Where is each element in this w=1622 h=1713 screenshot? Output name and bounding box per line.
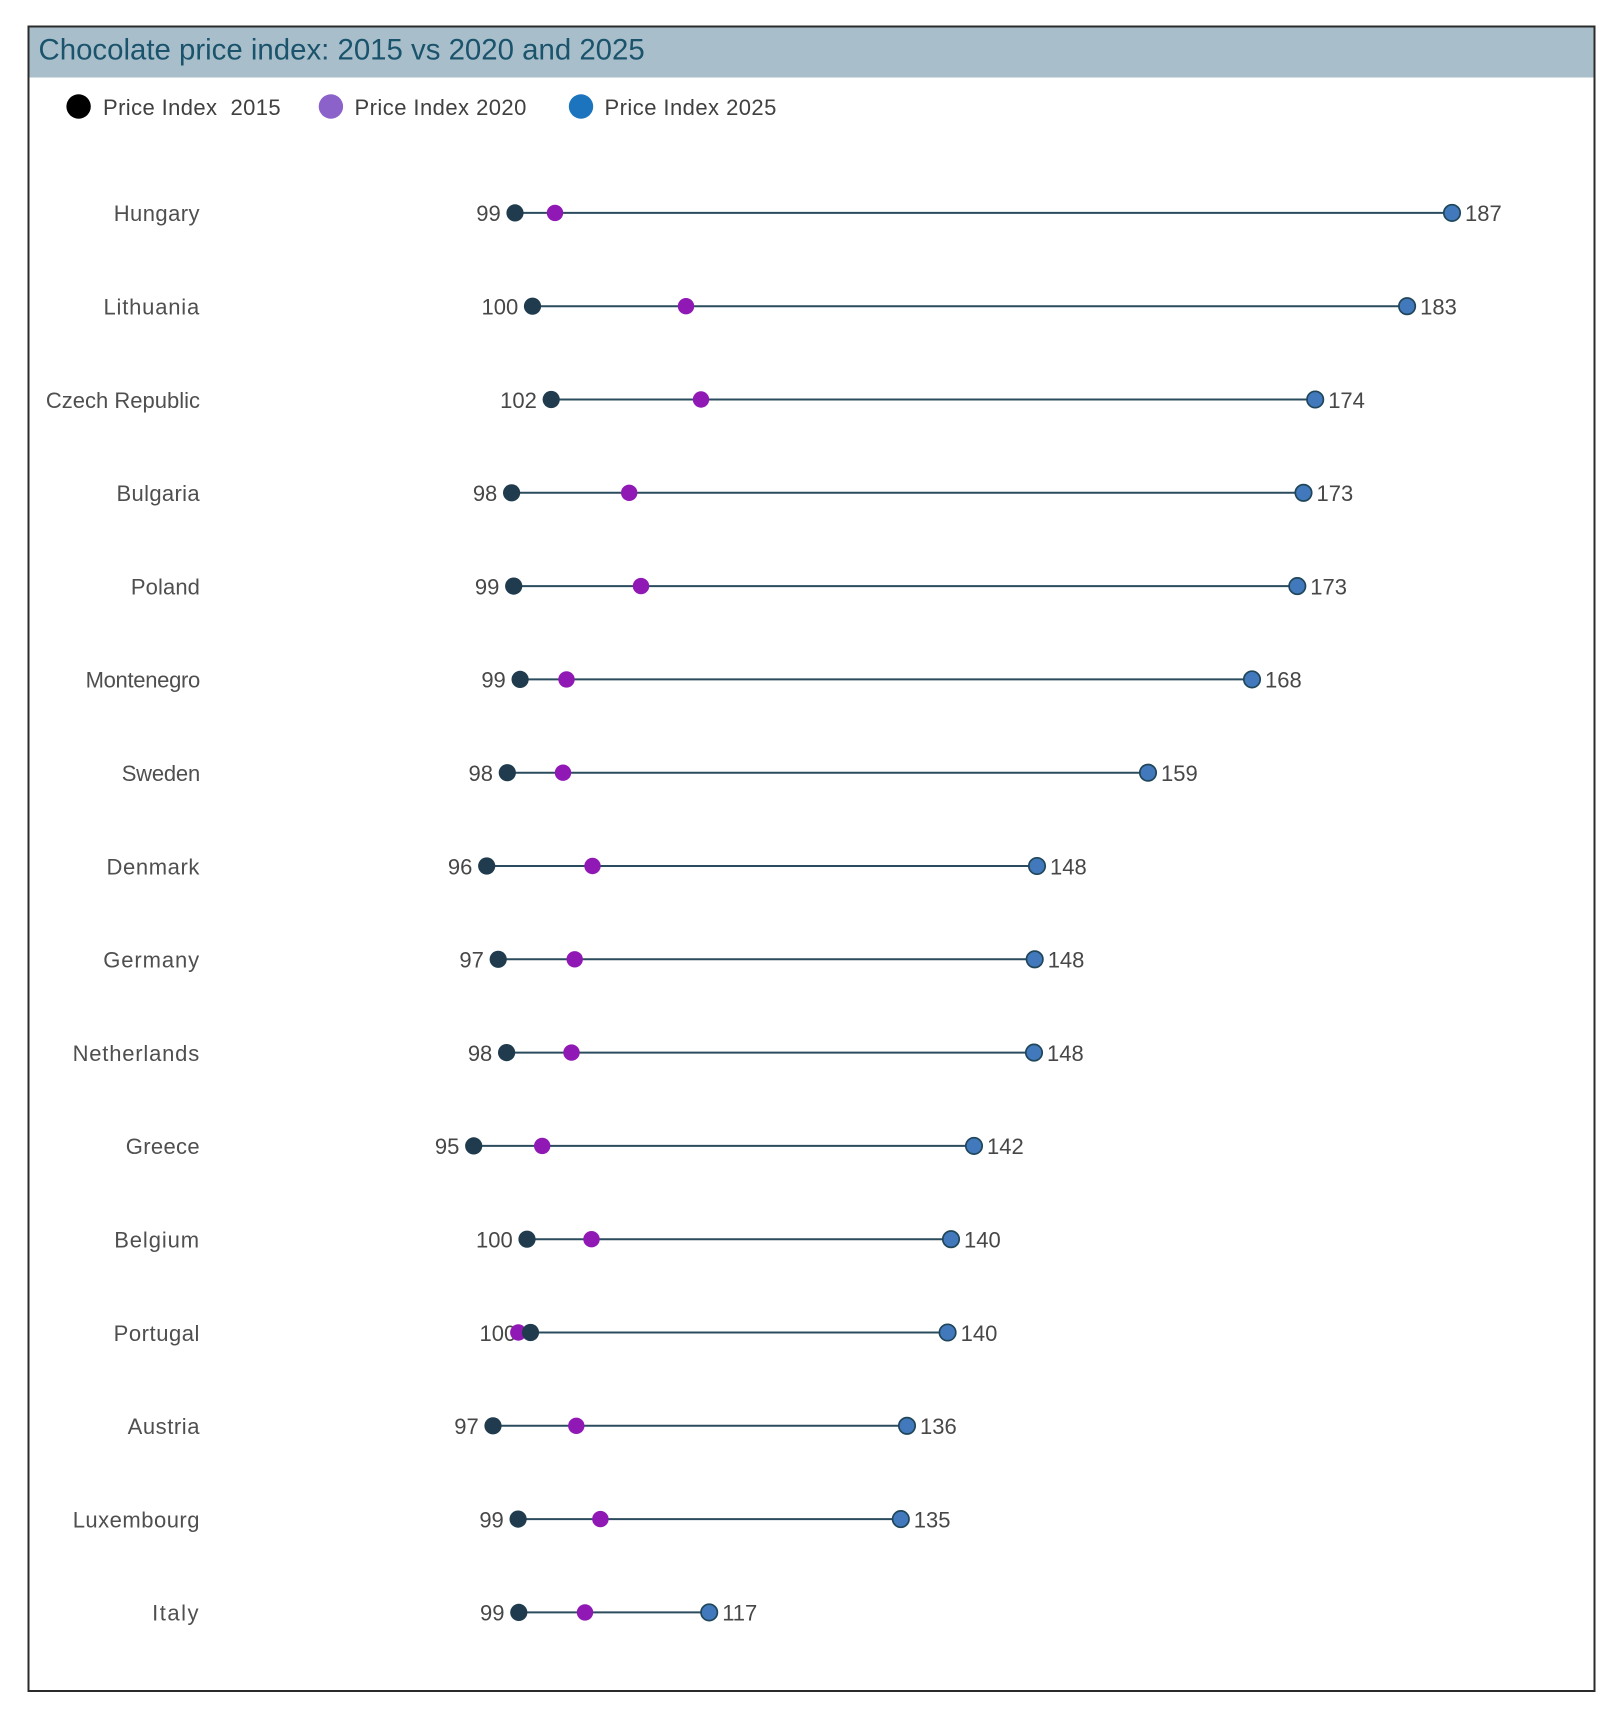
svg-text:Montenegro: Montenegro bbox=[86, 668, 200, 693]
svg-text:135: 135 bbox=[914, 1507, 951, 1532]
svg-text:Price Index 2020: Price Index 2020 bbox=[355, 95, 527, 120]
svg-text:97: 97 bbox=[454, 1414, 478, 1439]
svg-text:100: 100 bbox=[476, 1228, 513, 1253]
svg-text:Belgium: Belgium bbox=[114, 1228, 200, 1253]
svg-text:174: 174 bbox=[1328, 388, 1365, 413]
svg-text:Netherlands: Netherlands bbox=[73, 1041, 200, 1066]
svg-text:Germany: Germany bbox=[103, 948, 200, 973]
svg-text:98: 98 bbox=[469, 761, 493, 786]
svg-text:98: 98 bbox=[468, 1041, 492, 1066]
svg-text:96: 96 bbox=[448, 854, 472, 879]
svg-text:Italy: Italy bbox=[152, 1601, 200, 1626]
svg-text:140: 140 bbox=[961, 1321, 998, 1346]
svg-text:Portugal: Portugal bbox=[114, 1321, 200, 1346]
svg-text:99: 99 bbox=[479, 1507, 503, 1532]
svg-text:99: 99 bbox=[475, 574, 499, 599]
svg-text:99: 99 bbox=[476, 201, 500, 226]
svg-text:100: 100 bbox=[481, 295, 518, 320]
svg-text:148: 148 bbox=[1050, 854, 1087, 879]
svg-text:100: 100 bbox=[479, 1321, 516, 1346]
svg-text:Price Index 2025: Price Index 2025 bbox=[605, 95, 777, 120]
svg-text:Lithuania: Lithuania bbox=[104, 295, 201, 320]
svg-text:142: 142 bbox=[987, 1134, 1024, 1159]
svg-text:99: 99 bbox=[480, 1601, 504, 1626]
svg-text:Denmark: Denmark bbox=[107, 854, 201, 879]
svg-text:Czech Republic: Czech Republic bbox=[46, 388, 200, 413]
svg-text:Luxembourg: Luxembourg bbox=[73, 1507, 200, 1532]
svg-text:173: 173 bbox=[1310, 574, 1347, 599]
svg-text:95: 95 bbox=[435, 1134, 459, 1159]
svg-text:Bulgaria: Bulgaria bbox=[116, 481, 200, 506]
svg-text:148: 148 bbox=[1047, 1041, 1084, 1066]
svg-text:Austria: Austria bbox=[128, 1414, 201, 1439]
svg-text:173: 173 bbox=[1317, 481, 1354, 506]
svg-text:183: 183 bbox=[1420, 295, 1457, 320]
svg-text:Greece: Greece bbox=[126, 1134, 200, 1159]
svg-text:102: 102 bbox=[500, 388, 537, 413]
svg-text:99: 99 bbox=[481, 668, 505, 693]
svg-text:168: 168 bbox=[1265, 668, 1302, 693]
svg-text:Chocolate price index: 2015 vs: Chocolate price index: 2015 vs 2020 and … bbox=[39, 34, 645, 67]
svg-text:140: 140 bbox=[964, 1228, 1001, 1253]
svg-text:Sweden: Sweden bbox=[122, 761, 200, 786]
svg-text:159: 159 bbox=[1161, 761, 1198, 786]
svg-text:98: 98 bbox=[473, 481, 497, 506]
svg-text:97: 97 bbox=[459, 948, 483, 973]
svg-text:Price Index 2015: Price Index 2015 bbox=[103, 95, 281, 120]
svg-text:148: 148 bbox=[1048, 948, 1085, 973]
svg-text:136: 136 bbox=[920, 1414, 957, 1439]
svg-text:Hungary: Hungary bbox=[114, 201, 200, 226]
svg-text:Poland: Poland bbox=[131, 574, 200, 599]
svg-text:117: 117 bbox=[722, 1601, 757, 1626]
svg-text:187: 187 bbox=[1465, 201, 1502, 226]
